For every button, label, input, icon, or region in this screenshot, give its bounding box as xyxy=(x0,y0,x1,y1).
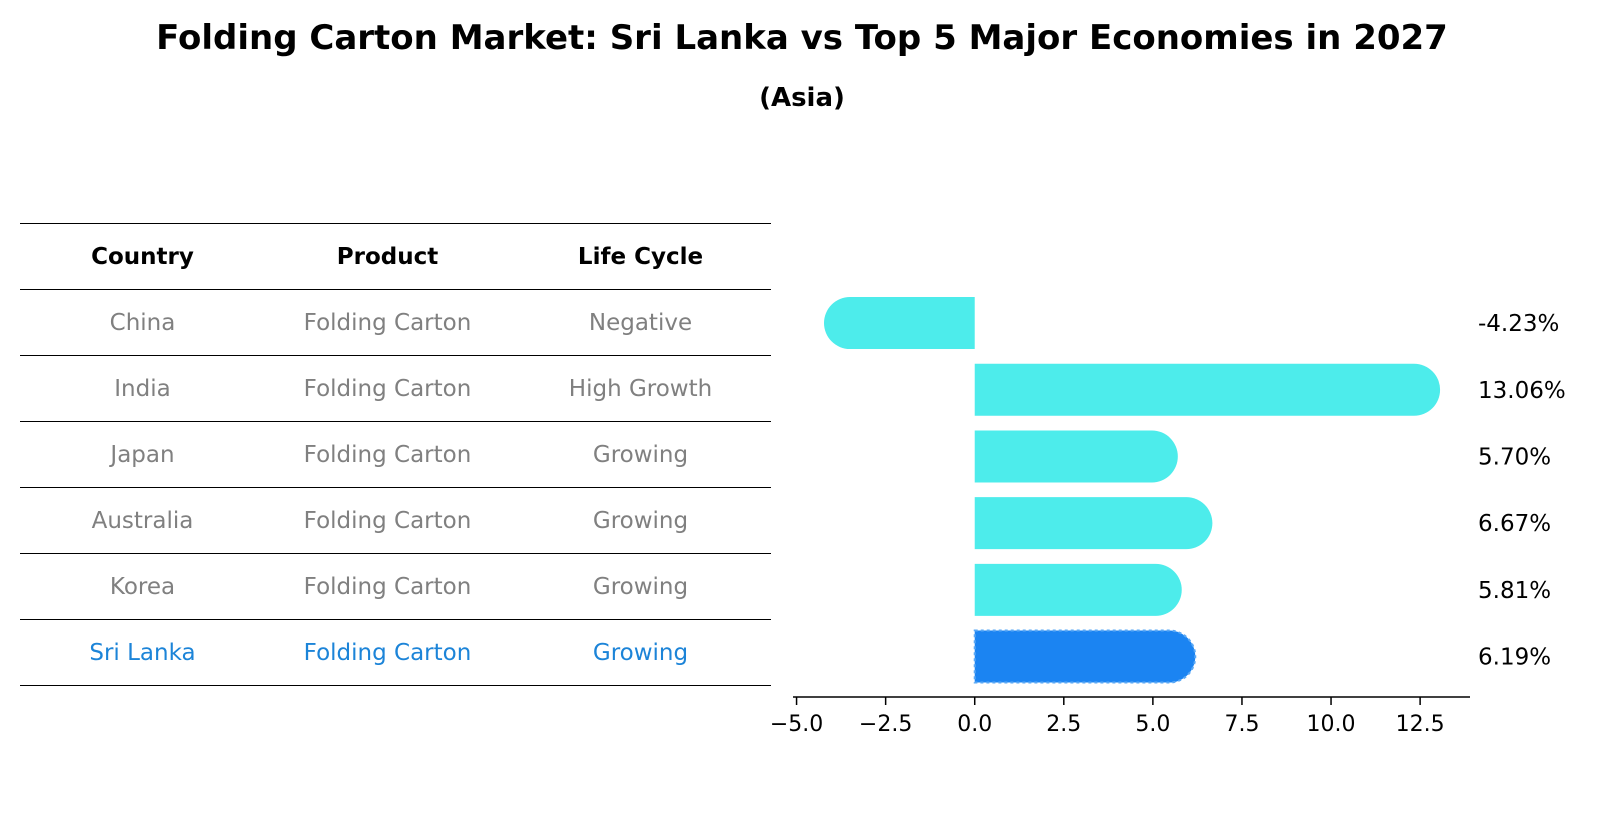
bar-value-label: 6.67% xyxy=(1478,511,1551,537)
x-tick-label: 2.5 xyxy=(1046,712,1081,737)
product-cell: Folding Carton xyxy=(265,619,510,686)
bar xyxy=(974,363,1441,416)
product-cell: Folding Carton xyxy=(265,487,510,554)
table-row: China Folding Carton Negative xyxy=(20,289,771,356)
country-cell: Sri Lanka xyxy=(20,619,265,686)
bar-value-label: 5.81% xyxy=(1478,578,1551,604)
chart-subtitle: (Asia) xyxy=(759,83,845,113)
life-cycle-cell: Negative xyxy=(510,289,771,356)
life-cycle-cell: Growing xyxy=(510,421,771,488)
country-cell: Australia xyxy=(20,487,265,554)
table-row: Japan Folding Carton Growing xyxy=(20,421,771,488)
bar-value-label: 13.06% xyxy=(1478,378,1566,404)
bar xyxy=(974,430,1178,483)
bar xyxy=(974,497,1213,550)
bar-value-label: 5.70% xyxy=(1478,444,1551,470)
table-header-row: Country Product Life Cycle xyxy=(20,223,771,290)
country-cell: Korea xyxy=(20,553,265,620)
life-cycle-cell: Growing xyxy=(510,487,771,554)
x-tick-label: 5.0 xyxy=(1135,712,1170,737)
life-cycle-cell: Growing xyxy=(510,553,771,620)
country-cell: Japan xyxy=(20,421,265,488)
column-header-life-cycle: Life Cycle xyxy=(510,223,771,290)
country-cell: China xyxy=(20,289,265,356)
bar-value-label: -4.23% xyxy=(1478,311,1559,337)
x-tick-label: 12.5 xyxy=(1396,712,1445,737)
column-header-product: Product xyxy=(265,223,510,290)
x-tick-label: 10.0 xyxy=(1307,712,1356,737)
bar xyxy=(823,297,975,350)
column-header-country: Country xyxy=(20,223,265,290)
product-cell: Folding Carton xyxy=(265,553,510,620)
x-tick-label: 7.5 xyxy=(1224,712,1259,737)
life-cycle-cell: High Growth xyxy=(510,355,771,422)
bar-value-label: 6.19% xyxy=(1478,645,1551,671)
x-tick-label: −2.5 xyxy=(859,712,912,737)
table-row: Korea Folding Carton Growing xyxy=(20,553,771,620)
table-row: Australia Folding Carton Growing xyxy=(20,487,771,554)
product-cell: Folding Carton xyxy=(265,355,510,422)
x-tick-label: 0.0 xyxy=(957,712,992,737)
data-table: Country Product Life Cycle China Folding… xyxy=(20,223,771,686)
country-cell: India xyxy=(20,355,265,422)
life-cycle-cell: Growing xyxy=(510,619,771,686)
bar xyxy=(974,563,1182,616)
chart-title: Folding Carton Market: Sri Lanka vs Top … xyxy=(156,18,1448,58)
product-cell: Folding Carton xyxy=(265,289,510,356)
x-tick-label: −5.0 xyxy=(770,712,823,737)
table-row-highlighted: Sri Lanka Folding Carton Growing xyxy=(20,619,771,686)
product-cell: Folding Carton xyxy=(265,421,510,488)
highlighted-bar xyxy=(973,629,1197,684)
table-row: India Folding Carton High Growth xyxy=(20,355,771,422)
